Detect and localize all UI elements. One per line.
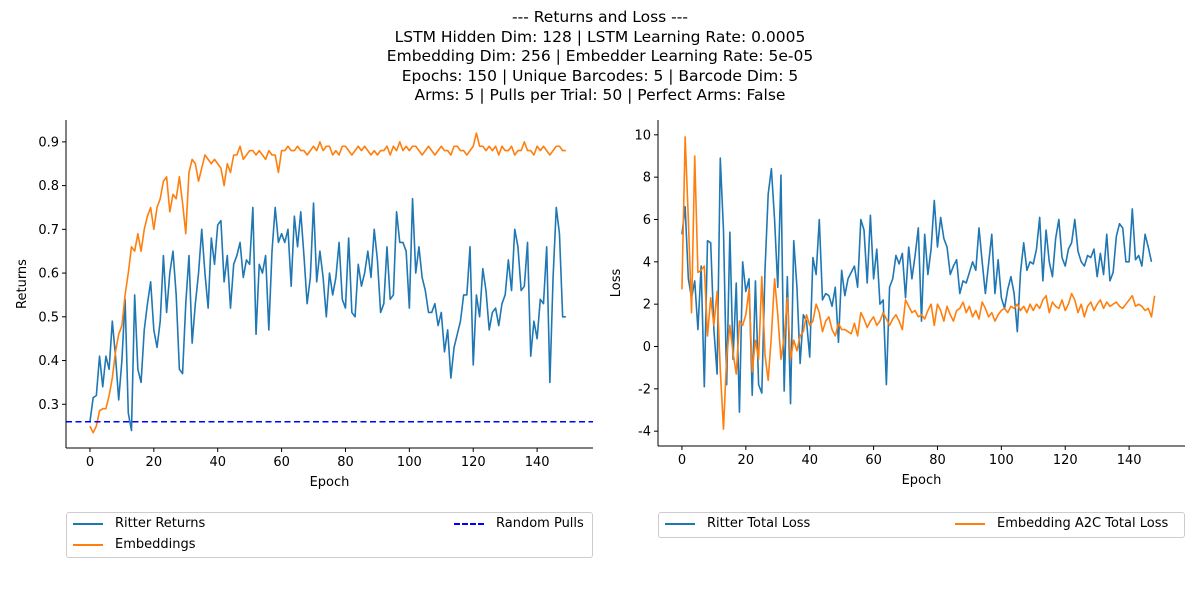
y-tick-label: 0.4: [38, 354, 59, 369]
x-tick-label: 140: [525, 455, 550, 470]
x-tick-label: 40: [801, 453, 818, 468]
x-tick-label: 100: [989, 453, 1014, 468]
returns-chart: 0 20 40 60 80 100 120 140 0.3 0.4 0.5 0.6 0.7 0.8 0.9 E…: [15, 120, 593, 490]
y-tick-label: 0.9: [38, 135, 59, 150]
y-tick-label: 0.3: [38, 398, 59, 413]
loss-legend: Ritter Total Loss Embedding A2C Total Lo…: [658, 512, 1185, 538]
y-tick-label: 0: [643, 340, 651, 355]
x-tick-label: 60: [865, 453, 882, 468]
y-tick-label: 10: [634, 128, 651, 143]
x-tick-label: 0: [86, 455, 94, 470]
figure-title: --- Returns and Loss --- LSTM Hidden Dim…: [0, 8, 1200, 106]
legend-swatch: [665, 522, 695, 525]
legend-label: Embeddings: [115, 537, 196, 552]
series-line: [89, 197, 566, 432]
legend-item-embeddings: Embeddings: [73, 537, 196, 552]
series-line: [681, 157, 1153, 413]
y-axis-label: Loss: [609, 269, 624, 298]
loss-chart: 0 20 40 60 80 100 120 140 -4 -2 0 2 4 6 8 10 Epoch Loss: [609, 120, 1185, 488]
x-tick-label: 40: [209, 455, 226, 470]
x-axis-label: Epoch: [310, 475, 350, 490]
x-tick-label: 0: [678, 453, 686, 468]
legend-label: Random Pulls: [496, 516, 584, 531]
x-tick-label: 100: [397, 455, 422, 470]
y-tick-label: 0.5: [38, 310, 59, 325]
x-tick-label: 20: [146, 455, 163, 470]
series-line: [681, 136, 1156, 430]
legend-label: Ritter Returns: [115, 516, 206, 531]
legend-swatch: [955, 522, 985, 525]
title-line: Embedding Dim: 256 | Embedder Learning R…: [386, 47, 814, 65]
y-tick-label: 8: [643, 171, 651, 186]
x-axis-label: Epoch: [902, 473, 942, 488]
y-tick-label: 4: [643, 255, 651, 270]
y-tick-label: -2: [638, 382, 651, 397]
returns-legend: Ritter Returns Embeddings Random Pulls: [66, 512, 593, 558]
y-tick-label: -4: [638, 425, 651, 440]
legend-item-random-pulls: Random Pulls: [454, 516, 584, 531]
y-tick-label: 0.7: [38, 223, 59, 238]
title-line: --- Returns and Loss ---: [512, 8, 688, 26]
legend-swatch: [73, 522, 103, 525]
series-line: [89, 132, 566, 434]
x-tick-label: 120: [1053, 453, 1078, 468]
x-tick-label: 120: [461, 455, 486, 470]
y-tick-label: 0.8: [38, 179, 59, 194]
y-axis-label: Returns: [15, 259, 30, 309]
title-line: Epochs: 150 | Unique Barcodes: 5 | Barco…: [401, 66, 799, 85]
title-line: Arms: 5 | Pulls per Trial: 50 | Perfect …: [414, 86, 786, 104]
y-tick-label: 2: [643, 298, 651, 313]
title-line: LSTM Hidden Dim: 128 | LSTM Learning Rat…: [394, 27, 806, 46]
x-tick-label: 20: [738, 453, 755, 468]
y-tick-label: 0.6: [38, 267, 59, 282]
legend-swatch: [454, 522, 484, 525]
legend-swatch: [73, 543, 103, 546]
y-tick-label: 6: [643, 213, 651, 228]
x-tick-label: 80: [337, 455, 354, 470]
x-tick-label: 140: [1117, 453, 1142, 468]
legend-label: Ritter Total Loss: [707, 516, 811, 531]
legend-item-embedding-a2c-total-loss: Embedding A2C Total Loss: [955, 516, 1168, 531]
x-tick-label: 80: [929, 453, 946, 468]
legend-item-ritter-total-loss: Ritter Total Loss: [665, 516, 810, 531]
legend-label: Embedding A2C Total Loss: [997, 516, 1169, 531]
legend-item-ritter-returns: Ritter Returns: [73, 516, 205, 531]
x-tick-label: 60: [273, 455, 290, 470]
